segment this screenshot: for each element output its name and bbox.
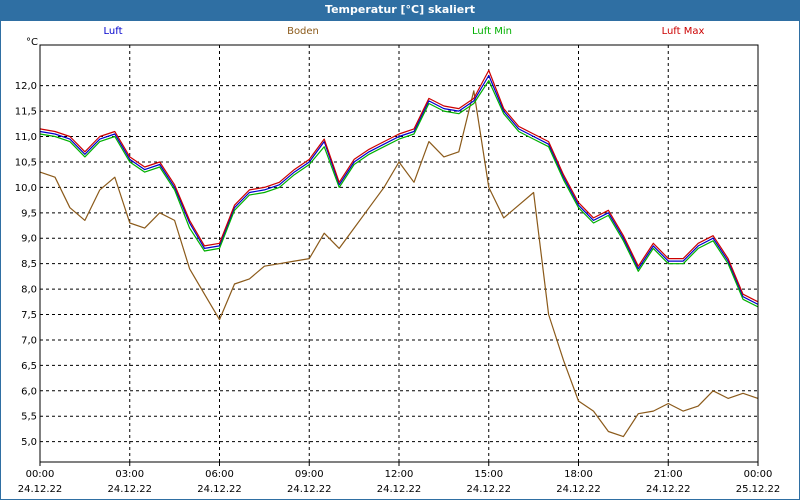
x-tick-date: 24.12.22 bbox=[646, 484, 691, 495]
series-line-luft-max bbox=[39, 69, 759, 303]
x-tick-date: 24.12.22 bbox=[107, 484, 152, 495]
y-tick-label: 11,0 bbox=[15, 132, 37, 143]
series-line-boden bbox=[39, 90, 759, 438]
x-tick-date: 24.12.22 bbox=[377, 484, 422, 495]
series-line-luft-min bbox=[39, 79, 759, 308]
x-tick-time: 12:00 bbox=[385, 469, 414, 480]
x-tick-date: 24.12.22 bbox=[556, 484, 601, 495]
y-tick-label: 5,0 bbox=[21, 437, 37, 448]
legend: Luft Boden Luft Min Luft Max bbox=[104, 26, 705, 37]
y-tick-label: 6,0 bbox=[21, 386, 37, 397]
x-tick-time: 18:00 bbox=[564, 469, 593, 480]
x-tick-time: 15:00 bbox=[474, 469, 503, 480]
x-tick-time: 21:00 bbox=[654, 469, 683, 480]
x-tick-date: 24.12.22 bbox=[197, 484, 242, 495]
y-tick-label: 7,5 bbox=[21, 310, 37, 321]
y-tick-label: 8,0 bbox=[21, 285, 37, 296]
y-axis-label: °C bbox=[26, 37, 38, 48]
x-tick-date: 25.12.22 bbox=[736, 484, 781, 495]
y-tick-label: 10,0 bbox=[15, 183, 37, 194]
axes: 5,0 5,5 6,0 6,5 7,0 7,5 8,0 8,5 9,0 9,5 10,0 10,5 11… bbox=[15, 37, 781, 495]
x-tick-date: 24.12.22 bbox=[287, 484, 332, 495]
y-tick-label: 9,0 bbox=[21, 234, 37, 245]
x-tick-date: 24.12.22 bbox=[466, 484, 511, 495]
y-tick-label: 10,5 bbox=[15, 157, 37, 168]
x-tick-time: 00:00 bbox=[744, 469, 773, 480]
y-tick-label: 5,5 bbox=[21, 412, 37, 423]
legend-entry-luft-max: Luft Max bbox=[662, 26, 705, 37]
window-title: Temperatur [°C] skaliert bbox=[0, 0, 800, 20]
series-lines bbox=[39, 69, 759, 438]
y-tick-label: 7,0 bbox=[21, 335, 37, 346]
x-tick-time: 00:00 bbox=[26, 469, 55, 480]
y-tick-label: 9,5 bbox=[21, 208, 37, 219]
x-tick-time: 09:00 bbox=[295, 469, 324, 480]
x-tick-time: 06:00 bbox=[205, 469, 234, 480]
y-tick-label: 12,0 bbox=[15, 81, 37, 92]
y-tick-label: 6,5 bbox=[21, 361, 37, 372]
x-tick-time: 03:00 bbox=[115, 469, 144, 480]
legend-entry-luft: Luft bbox=[104, 26, 123, 37]
legend-entry-luft-min: Luft Min bbox=[472, 26, 512, 37]
series-line-luft bbox=[39, 74, 759, 305]
legend-entry-boden: Boden bbox=[287, 26, 319, 37]
y-tick-label: 8,5 bbox=[21, 259, 37, 270]
y-tick-label: 11,5 bbox=[15, 107, 37, 118]
x-tick-date: 24.12.22 bbox=[18, 484, 63, 495]
